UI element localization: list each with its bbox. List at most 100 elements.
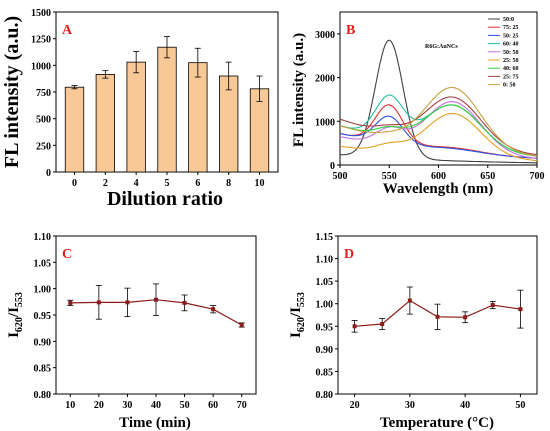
y-axis-label-part: /I xyxy=(288,307,304,318)
x-tick-label: 6 xyxy=(195,178,200,189)
bar-6 xyxy=(188,62,208,173)
x-tick-label: 40 xyxy=(151,400,161,411)
y-tick-label: 250 xyxy=(36,141,51,152)
x-tick-label: 5 xyxy=(165,178,170,189)
y-tick-label: 1.00 xyxy=(34,285,52,296)
y-tick-label: 0 xyxy=(46,168,51,179)
x-tick-label: 10 xyxy=(255,178,265,189)
y-tick-label: 1.15 xyxy=(316,232,334,243)
y-axis-label: I620/I553 xyxy=(6,292,25,338)
data-point xyxy=(239,323,244,328)
panel-label-c: C xyxy=(62,247,72,262)
y-tick-label: 1000 xyxy=(315,117,335,128)
series-line-40--60 xyxy=(339,104,538,157)
y-tick-label: 0.90 xyxy=(316,345,334,356)
legend-entry: 75: 25 xyxy=(503,25,519,31)
x-tick-label: 2 xyxy=(103,178,108,189)
x-axis-label: Wavelength (nm) xyxy=(383,181,493,197)
panel-label-d: D xyxy=(344,247,354,262)
x-tick-label: 50 xyxy=(180,400,190,411)
data-point xyxy=(518,307,523,312)
bar-2 xyxy=(95,74,115,173)
y-axis-label-part: 553 xyxy=(296,292,307,307)
y-tick-label: 0.85 xyxy=(34,364,52,375)
bar-8 xyxy=(219,75,239,173)
y-tick-label: 2000 xyxy=(315,74,335,85)
x-tick-label: 550 xyxy=(382,171,397,182)
x-tick-label: 30 xyxy=(122,400,132,411)
x-tick-label: 4 xyxy=(134,178,139,189)
y-axis-label: FL intensity (a.u.) xyxy=(1,16,23,168)
y-tick-label: 1.05 xyxy=(34,258,52,269)
bar-5 xyxy=(157,46,177,173)
data-point xyxy=(125,300,130,305)
y-tick-label: 750 xyxy=(36,88,51,99)
data-point xyxy=(96,300,101,305)
y-axis-label-part: I xyxy=(288,332,304,338)
legend-entry: 0: 50 xyxy=(503,83,516,89)
x-axis-label: Dilution ratio xyxy=(107,188,223,210)
data-point xyxy=(211,307,216,312)
data-point xyxy=(182,300,187,305)
bar-0 xyxy=(64,86,85,173)
y-axis-label-part: I xyxy=(6,332,22,338)
legend-entry: 25: 75 xyxy=(503,74,519,80)
y-tick-label: 500 xyxy=(36,115,51,126)
x-tick-label: 20 xyxy=(94,400,104,411)
y-tick-label: 1.05 xyxy=(316,277,334,288)
x-tick-label: 40 xyxy=(460,400,470,411)
x-tick-label: 70 xyxy=(237,400,247,411)
y-tick-label: 0 xyxy=(330,161,335,172)
y-axis-label-part: 553 xyxy=(14,292,25,307)
data-point xyxy=(435,314,440,319)
x-tick-label: 0 xyxy=(72,178,77,189)
y-tick-label: 3000 xyxy=(315,30,335,41)
data-point xyxy=(463,315,468,320)
y-tick-label: 0.95 xyxy=(34,311,52,322)
x-axis-label: Time (min) xyxy=(119,415,191,431)
series-line-50--50 xyxy=(339,101,538,159)
data-point xyxy=(154,297,158,302)
legend-entry: 50: 50 xyxy=(503,50,519,56)
y-tick-label: 0.95 xyxy=(316,322,334,333)
x-tick-label: 700 xyxy=(530,171,545,182)
bar-4 xyxy=(126,61,146,173)
y-tick-label: 1.00 xyxy=(316,300,334,311)
series-line-50-0 xyxy=(339,39,537,164)
x-tick-label: 50 xyxy=(515,400,525,411)
legend-entry: 25: 50 xyxy=(503,58,519,64)
y-tick-label: 0.90 xyxy=(34,337,52,348)
legend-entry: 40: 60 xyxy=(503,66,519,72)
panel-d-frame xyxy=(337,235,538,395)
x-tick-label: 30 xyxy=(405,400,415,411)
y-tick-label: 0.80 xyxy=(34,390,52,401)
x-axis-label: Temperature (°C) xyxy=(380,415,494,431)
y-axis-label-part: 620 xyxy=(296,317,307,332)
legend-entry: 50:0 xyxy=(503,17,514,23)
y-tick-label: 1000 xyxy=(31,61,51,72)
data-point xyxy=(407,298,412,303)
panel-label-b: B xyxy=(346,23,355,38)
x-tick-label: 10 xyxy=(65,400,75,411)
x-tick-label: 20 xyxy=(350,400,360,411)
y-axis-label-part: /I xyxy=(6,307,22,318)
data-point xyxy=(352,324,357,329)
y-tick-label: 1.10 xyxy=(34,232,52,243)
data-point xyxy=(490,303,495,308)
y-tick-label: 1500 xyxy=(31,8,51,19)
legend-entry: 50: 25 xyxy=(503,33,519,39)
panel-label-a: A xyxy=(62,23,73,38)
x-tick-label: 8 xyxy=(226,178,231,189)
series-line-25--50 xyxy=(339,112,538,162)
series-line-50--25 xyxy=(339,115,538,159)
data-point xyxy=(380,322,385,327)
x-tick-label: 60 xyxy=(208,400,218,411)
y-tick-label: 1250 xyxy=(31,35,51,46)
data-point xyxy=(68,300,73,305)
y-tick-label: 1.10 xyxy=(316,255,334,266)
y-tick-label: 0.80 xyxy=(316,390,334,401)
y-axis-label-part: 620 xyxy=(14,317,25,332)
x-tick-label: 650 xyxy=(480,171,495,182)
x-tick-label: 500 xyxy=(333,171,348,182)
